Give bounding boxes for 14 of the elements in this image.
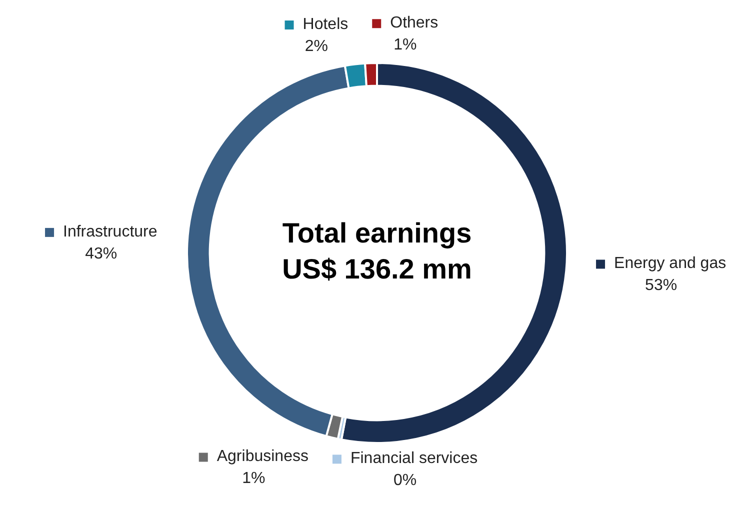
data-label: 43% xyxy=(85,245,118,262)
data-label: 53% xyxy=(645,277,678,294)
legend-label: Financial services xyxy=(350,450,478,468)
data-label: 1% xyxy=(242,470,266,488)
data-label: 2% xyxy=(304,38,328,55)
data-label: 1% xyxy=(394,36,417,54)
text: US$ 136.2 mm xyxy=(282,254,472,285)
legend-label: Hotels xyxy=(302,16,348,33)
legend-label: Infrastructure xyxy=(63,223,158,240)
legend-label: Agribusiness xyxy=(216,448,308,466)
legend-label: Energy and gas xyxy=(614,255,726,272)
legend-label: Others xyxy=(390,14,438,32)
data-label: 0% xyxy=(393,472,417,490)
text: Total earnings xyxy=(282,218,472,249)
